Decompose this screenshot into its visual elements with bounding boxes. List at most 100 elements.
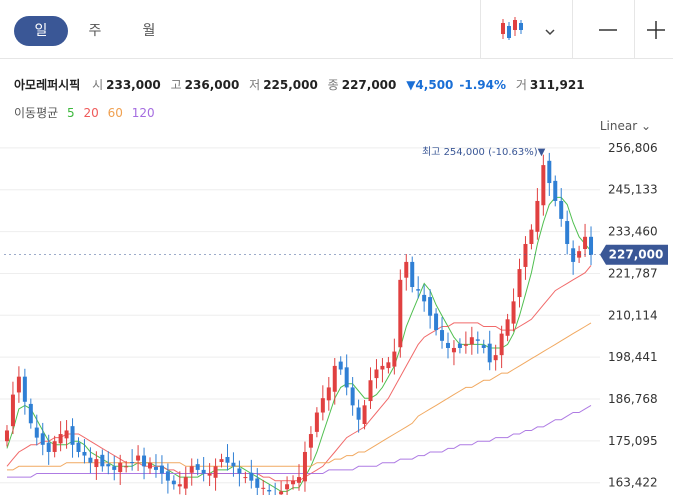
- volume-label: 거: [515, 78, 527, 92]
- candle-body: [171, 480, 176, 485]
- candle-body: [338, 361, 343, 370]
- moving-average-legend[interactable]: 이동평균 5 20 60 120: [14, 104, 160, 121]
- low-label: 저: [249, 78, 261, 92]
- tab-week[interactable]: 주: [88, 23, 102, 39]
- candle: [302, 441, 307, 492]
- y-tick-label: 256,806: [608, 141, 658, 155]
- candle: [207, 463, 212, 487]
- candle-body: [308, 434, 313, 448]
- low-price: 225,000: [263, 78, 318, 92]
- candle-body: [320, 398, 325, 413]
- candle-body: [195, 464, 200, 470]
- candle: [404, 254, 409, 291]
- candle-body: [553, 180, 558, 201]
- candle: [118, 454, 123, 485]
- candle: [4, 425, 9, 447]
- close-price: 227,000: [341, 78, 397, 92]
- stock-name: 아모레퍼시픽: [14, 78, 81, 92]
- candle-body: [165, 471, 170, 481]
- candle: [505, 313, 510, 342]
- candle: [386, 356, 391, 374]
- candle-body: [469, 337, 474, 345]
- candle: [356, 399, 361, 433]
- candle: [22, 368, 27, 415]
- candle: [440, 317, 445, 349]
- high-price: 236,000: [184, 78, 240, 92]
- candle: [565, 210, 570, 255]
- candle: [529, 224, 534, 250]
- candle-body: [52, 441, 57, 452]
- candle: [142, 447, 147, 480]
- y-tick-label: 233,460: [608, 225, 658, 239]
- candle-body: [159, 465, 164, 474]
- candle: [40, 422, 45, 456]
- candlestick-icon[interactable]: [500, 16, 524, 46]
- candle-body: [416, 289, 421, 291]
- candle-body: [356, 407, 361, 420]
- candle: [130, 449, 135, 471]
- candle-body: [481, 345, 486, 348]
- candle-body: [261, 487, 266, 489]
- candle-body: [523, 243, 528, 267]
- candle: [422, 284, 427, 312]
- candle-body: [326, 387, 331, 401]
- plus-icon[interactable]: [646, 20, 666, 44]
- candle: [583, 223, 588, 257]
- candle: [493, 344, 498, 371]
- candle-body: [22, 376, 27, 402]
- candle: [64, 420, 69, 449]
- candle-body: [4, 430, 9, 442]
- candle-body: [130, 462, 135, 464]
- candle: [153, 454, 158, 478]
- candle: [255, 468, 260, 495]
- y-tick-label: 198,441: [608, 350, 658, 364]
- minus-icon[interactable]: [598, 20, 618, 44]
- candle: [398, 269, 403, 358]
- candle-body: [302, 451, 307, 482]
- candle: [392, 338, 397, 375]
- tab-month[interactable]: 월: [142, 23, 156, 39]
- y-tick-label: 186,768: [608, 392, 658, 406]
- candle: [88, 447, 93, 474]
- candle-body: [350, 387, 355, 406]
- candle-body: [148, 462, 153, 469]
- candle: [159, 455, 164, 484]
- max-price-annotation: 최고 254,000 (-10.63%)▼: [422, 146, 546, 158]
- tab-day[interactable]: 일: [14, 16, 68, 46]
- candle: [487, 330, 492, 371]
- candle-body: [70, 426, 75, 445]
- candle: [523, 236, 528, 280]
- candle: [165, 463, 170, 494]
- candle: [231, 452, 236, 477]
- candle-body: [291, 480, 296, 485]
- candle: [380, 358, 385, 383]
- candle-body: [362, 405, 367, 424]
- candle-body: [40, 433, 45, 445]
- y-tick-label: 221,787: [608, 266, 658, 280]
- candle-body: [392, 351, 397, 367]
- candle-body: [219, 459, 224, 463]
- candle-body: [505, 319, 510, 336]
- price-chart[interactable]: 256,806 245,133 233,460 221,787 210,114 198,4…: [0, 140, 673, 495]
- candle-body: [487, 343, 492, 363]
- candle: [547, 152, 552, 196]
- candle: [100, 449, 105, 472]
- candle: [70, 418, 75, 458]
- candle: [463, 331, 468, 354]
- candle: [445, 332, 450, 359]
- candle-body: [547, 160, 552, 184]
- chart-grid: [0, 147, 600, 484]
- candle: [10, 381, 15, 435]
- candle-body: [207, 473, 212, 476]
- candle: [553, 175, 558, 207]
- candle-body: [457, 343, 462, 348]
- scale-toggle[interactable]: Linear ⌄: [599, 119, 651, 133]
- chevron-down-icon[interactable]: [544, 22, 556, 41]
- candle: [535, 188, 540, 240]
- high-label: 고: [170, 78, 182, 92]
- stock-summary: 아모레퍼시픽 시 233,000 고 236,000 저 225,000 종 227,0…: [14, 76, 591, 93]
- candle-body: [445, 342, 450, 348]
- candle-body: [82, 451, 87, 456]
- candle-body: [285, 484, 290, 490]
- candle-body: [583, 236, 588, 250]
